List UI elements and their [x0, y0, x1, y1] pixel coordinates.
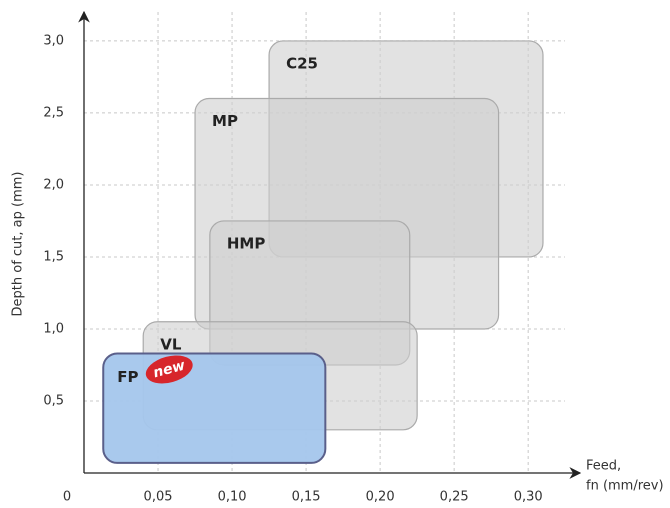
- y-tick-label: 3,0: [43, 33, 64, 48]
- x-tick-label: 0,25: [440, 490, 469, 505]
- y-tick-label: 1,0: [43, 321, 64, 336]
- range-label: MP: [212, 112, 238, 130]
- x-axis-label: fn (mm/rev): [586, 479, 664, 494]
- x-axis-label: Feed,: [586, 459, 621, 474]
- range-label: C25: [286, 54, 318, 72]
- x-tick-label: 0,30: [514, 490, 543, 505]
- x-tick-label: 0,15: [292, 490, 321, 505]
- badge: [145, 355, 193, 384]
- x-tick-label: 0: [63, 490, 71, 505]
- x-tick-label: 0,20: [366, 490, 395, 505]
- range-label: VL: [160, 335, 182, 353]
- range-label: FP: [117, 368, 138, 386]
- x-tick-label: 0,10: [218, 490, 247, 505]
- y-axis-label: Depth of cut, ap (mm): [11, 172, 26, 317]
- x-tick-label: 0,05: [144, 490, 173, 505]
- y-tick-label: 0,5: [43, 393, 64, 408]
- y-tick-label: 2,5: [43, 105, 64, 120]
- y-tick-label: 2,0: [43, 177, 64, 192]
- range-label: HMP: [227, 234, 265, 252]
- y-tick-label: 1,5: [43, 249, 64, 264]
